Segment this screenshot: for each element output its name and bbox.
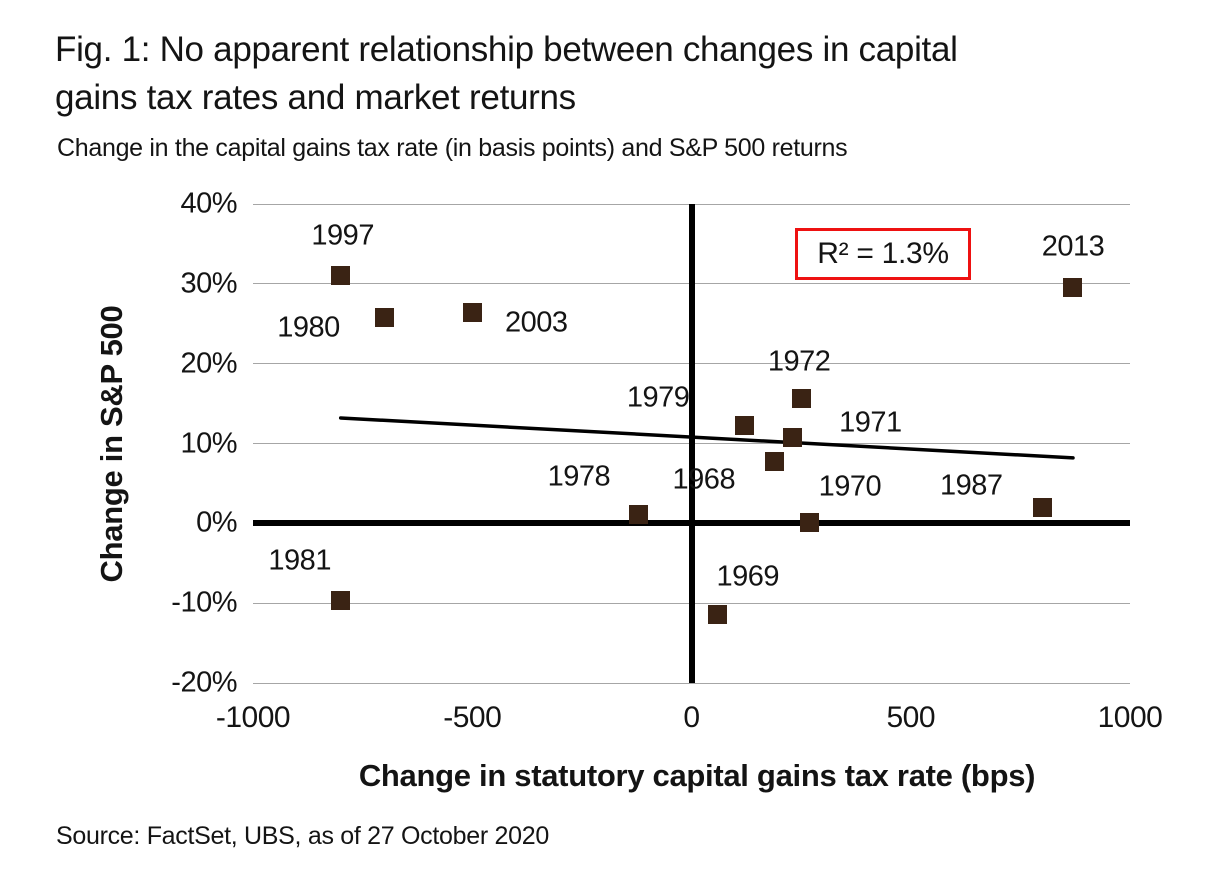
data-point-1980 [375, 307, 395, 327]
x-tick-label-500: 500 [886, 701, 936, 734]
point-label-1987: 1987 [940, 469, 1003, 502]
point-label-2013: 2013 [1041, 230, 1105, 263]
data-point-2013 [1063, 277, 1083, 297]
r-squared-box: R² = 1.3% [795, 228, 971, 280]
x-tick-label-0: 0 [683, 701, 700, 734]
y-tick-label--10: -10% [171, 586, 237, 619]
gridline--20 [253, 682, 1130, 684]
y-tick-label-30: 30% [180, 267, 237, 300]
data-point-1978 [629, 505, 649, 525]
page-title-line1: Fig. 1: No apparent relationship between… [55, 30, 958, 69]
x-tick-label--500: -500 [443, 701, 502, 734]
data-point-2003 [462, 303, 482, 323]
point-label-1970: 1970 [818, 470, 882, 503]
y-axis-zero-line [688, 204, 695, 683]
page-title-line2: gains tax rates and market returns [55, 78, 576, 117]
data-point-1968 [765, 452, 785, 472]
point-label-1971: 1971 [839, 406, 902, 439]
data-point-1981 [331, 591, 351, 611]
data-point-1969 [708, 604, 728, 624]
plot-area: 40% 30% 20% 10% 0% -10% -20% -1000 -500 0 500 1000 1… [171, 188, 1163, 735]
point-label-1980: 1980 [277, 311, 340, 344]
y-tick-label-0: 0% [196, 506, 237, 539]
y-tick-label-40: 40% [180, 187, 237, 220]
x-tick-label--1000: -1000 [215, 701, 291, 734]
point-label-1997: 1997 [311, 219, 374, 252]
y-tick-label--20: -20% [171, 666, 237, 699]
x-axis-title: Change in statutory capital gains tax ra… [358, 758, 1036, 793]
x-tick-label-1000: 1000 [1097, 701, 1163, 734]
chart-subtitle: Change in the capital gains tax rate (in… [57, 134, 848, 162]
data-point-1987 [1032, 497, 1052, 517]
y-tick-label-20: 20% [180, 347, 237, 380]
point-label-1978: 1978 [547, 460, 611, 493]
point-label-1969: 1969 [716, 560, 780, 593]
y-tick-label-10: 10% [180, 427, 237, 459]
point-label-1968: 1968 [672, 463, 736, 496]
point-label-1979: 1979 [626, 381, 690, 414]
data-point-1970 [800, 513, 820, 533]
page-title: Fig. 1: No apparent relationship between… [55, 26, 1195, 122]
data-point-1997 [331, 266, 351, 286]
data-point-1979 [734, 415, 754, 435]
point-label-1972: 1972 [767, 345, 831, 378]
trend-line [338, 416, 1075, 460]
source-note: Source: FactSet, UBS, as of 27 October 2… [56, 822, 549, 850]
data-point-1972 [791, 389, 811, 409]
point-label-1981: 1981 [268, 544, 331, 577]
point-label-2003: 2003 [504, 306, 568, 339]
y-axis-title: Change in S&P 500 [94, 305, 129, 583]
data-point-1971 [782, 427, 802, 447]
